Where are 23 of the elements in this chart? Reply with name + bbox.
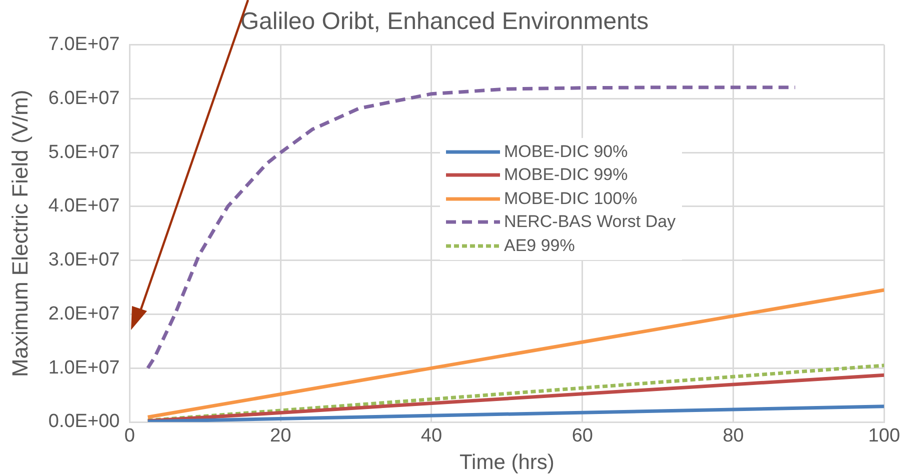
legend-label: MOBE-DIC 99% — [504, 165, 628, 186]
y-tick-label: 2.0E+07 — [48, 303, 120, 324]
y-tick-label: 3.0E+07 — [48, 250, 120, 271]
y-axis-title: Maximum Electric Field (V/m) — [7, 90, 32, 378]
legend-label: NERC-BAS Worst Day — [504, 212, 676, 232]
x-tick-label: 60 — [572, 426, 593, 447]
y-tick-label: 5.0E+07 — [48, 142, 120, 163]
x-tick-label: 100 — [868, 426, 900, 447]
y-tick-label: 1.0E+07 — [48, 357, 120, 378]
x-tick-label: 20 — [270, 426, 292, 447]
y-tick-label: 6.0E+07 — [48, 88, 120, 109]
chart-title: Galileo Oribt, Enhanced Environments — [240, 8, 649, 36]
x-axis-title: Time (hrs) — [459, 451, 554, 474]
y-tick-label: 7.0E+07 — [48, 34, 120, 56]
y-tick-label: 4.0E+07 — [48, 196, 120, 217]
x-tick-label: 0 — [124, 426, 136, 447]
line-series — [146, 86, 797, 370]
y-tick-label: 0.0E+00 — [48, 411, 120, 432]
legend-label: MOBE-DIC 100% — [504, 188, 638, 209]
x-tick-label: 80 — [722, 426, 744, 447]
legend-label: AE9 99% — [504, 236, 575, 256]
x-tick-label: 40 — [420, 426, 442, 447]
legend-label: MOBE-DIC 90% — [504, 142, 628, 162]
